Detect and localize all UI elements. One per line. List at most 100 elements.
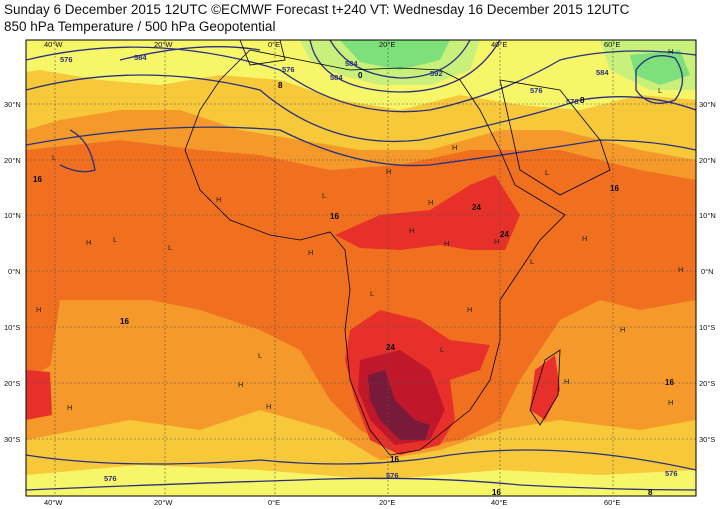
temp-band-atlantic-orange — [50, 300, 180, 410]
temp-label: 16 — [33, 175, 42, 184]
lon-bottom-label: 40°W — [44, 498, 63, 507]
temp-label: 16 — [665, 378, 674, 387]
contour-label: 576 — [566, 97, 579, 106]
temp-label: 24 — [386, 343, 395, 352]
high-marker: H — [467, 305, 472, 314]
lon-top-label: 20°W — [154, 40, 173, 49]
contour-label: 576 — [282, 65, 295, 74]
temperature-labels: 0 8 16 8 16 16 24 24 16 16 24 16 16 8 — [33, 71, 674, 497]
low-marker: L — [440, 345, 444, 354]
lat-left-label: 10°S — [4, 323, 20, 332]
contour-label: 584 — [134, 53, 147, 62]
temp-label: 8 — [278, 81, 283, 90]
high-marker: H — [428, 198, 433, 207]
temp-band-maroon — [368, 370, 430, 440]
lon-top-label: 0°E — [268, 40, 280, 49]
temp-label: 8 — [648, 488, 653, 497]
map-title: Sunday 6 December 2015 12UTC ©ECMWF Fore… — [4, 2, 630, 17]
high-marker: H — [452, 143, 457, 152]
lat-left-label: 20°N — [4, 156, 21, 165]
geopotential-labels: 576 584 576 584 584 592 584 576 576 576 … — [60, 53, 678, 483]
lat-left-label: 20°S — [4, 379, 20, 388]
high-marker: H — [582, 234, 587, 243]
high-marker: H — [386, 167, 391, 176]
low-markers: L L L L L L L L L L — [52, 86, 662, 360]
lat-left-label: 30°N — [4, 100, 21, 109]
high-marker: H — [668, 47, 673, 56]
low-marker: L — [370, 289, 374, 298]
low-marker: L — [545, 168, 549, 177]
high-marker: H — [36, 305, 41, 314]
low-marker: L — [113, 235, 117, 244]
low-marker: L — [322, 191, 326, 200]
temp-label: 16 — [610, 184, 619, 193]
contour-line — [329, 40, 471, 79]
coast-arabia — [499, 79, 611, 196]
coast-iberia — [239, 40, 286, 66]
contour-label: 584 — [330, 73, 343, 82]
high-marker: H — [678, 265, 683, 274]
coast-west-africa — [184, 49, 566, 456]
contour-line — [26, 74, 696, 143]
temp-label: 24 — [500, 230, 509, 239]
high-marker: H — [564, 377, 569, 386]
contour-line — [26, 477, 696, 491]
contour-label: 576 — [665, 469, 678, 478]
lon-bottom-label: 20°E — [379, 498, 395, 507]
contour-label: 576 — [386, 471, 399, 480]
low-marker: L — [52, 153, 56, 162]
lat-right-label: 20°N — [699, 156, 716, 165]
lon-top-label: 40°W — [44, 40, 63, 49]
map-subtitle: 850 hPa Temperature / 500 hPa Geopotenti… — [4, 19, 276, 34]
temp-band-dark-orange — [26, 140, 696, 450]
lon-bottom-label: 60°E — [604, 498, 620, 507]
contour-line — [26, 126, 696, 167]
high-marker: H — [216, 195, 221, 204]
lon-top-label: 40°E — [491, 40, 507, 49]
high-marker: H — [494, 237, 499, 246]
lat-left-label: 30°S — [4, 435, 20, 444]
temp-label: 16 — [492, 488, 501, 497]
contour-label: 584 — [596, 68, 609, 77]
low-marker: L — [658, 86, 662, 95]
contour-line — [59, 129, 96, 173]
lat-left-label: 0°N — [8, 267, 21, 276]
high-marker: H — [409, 226, 414, 235]
temp-band-green — [340, 40, 450, 70]
temp-label: 0 — [358, 71, 363, 80]
temp-label: 16 — [120, 317, 129, 326]
lat-right-label: 30°S — [699, 435, 715, 444]
contour-label: 576 — [530, 86, 543, 95]
coastlines — [184, 40, 611, 456]
contour-line — [309, 40, 501, 93]
lon-bottom-label: 40°E — [491, 498, 507, 507]
geopotential-contours — [26, 40, 696, 491]
temp-label: 16 — [330, 212, 339, 221]
high-marker: H — [620, 325, 625, 334]
lon-top-label: 20°E — [379, 40, 395, 49]
high-markers: H H H H H H H H H H H H H H H H H H H H — [36, 47, 683, 412]
low-marker: L — [530, 257, 534, 266]
high-marker: H — [86, 238, 91, 247]
low-marker: L — [168, 243, 172, 252]
high-marker: H — [444, 239, 449, 248]
lon-bottom-label: 0°E — [268, 498, 280, 507]
low-marker: L — [258, 351, 262, 360]
temp-band-red-sahel — [335, 175, 520, 250]
high-marker: H — [266, 402, 271, 411]
lon-bottom-label: 20°W — [154, 498, 173, 507]
high-marker: H — [668, 398, 673, 407]
contour-label: 584 — [345, 59, 358, 68]
temp-band-red-west — [26, 370, 52, 420]
contour-label: 576 — [60, 55, 73, 64]
lat-right-label: 10°N — [699, 211, 716, 220]
temp-label: 16 — [390, 455, 399, 464]
temp-band-south-yellow — [26, 465, 696, 496]
lon-top-label: 60°E — [604, 40, 620, 49]
high-marker: H — [67, 403, 72, 412]
contour-line — [26, 449, 696, 471]
lat-right-label: 30°N — [699, 100, 716, 109]
contour-line — [26, 46, 696, 113]
coast-madagascar — [529, 349, 561, 426]
